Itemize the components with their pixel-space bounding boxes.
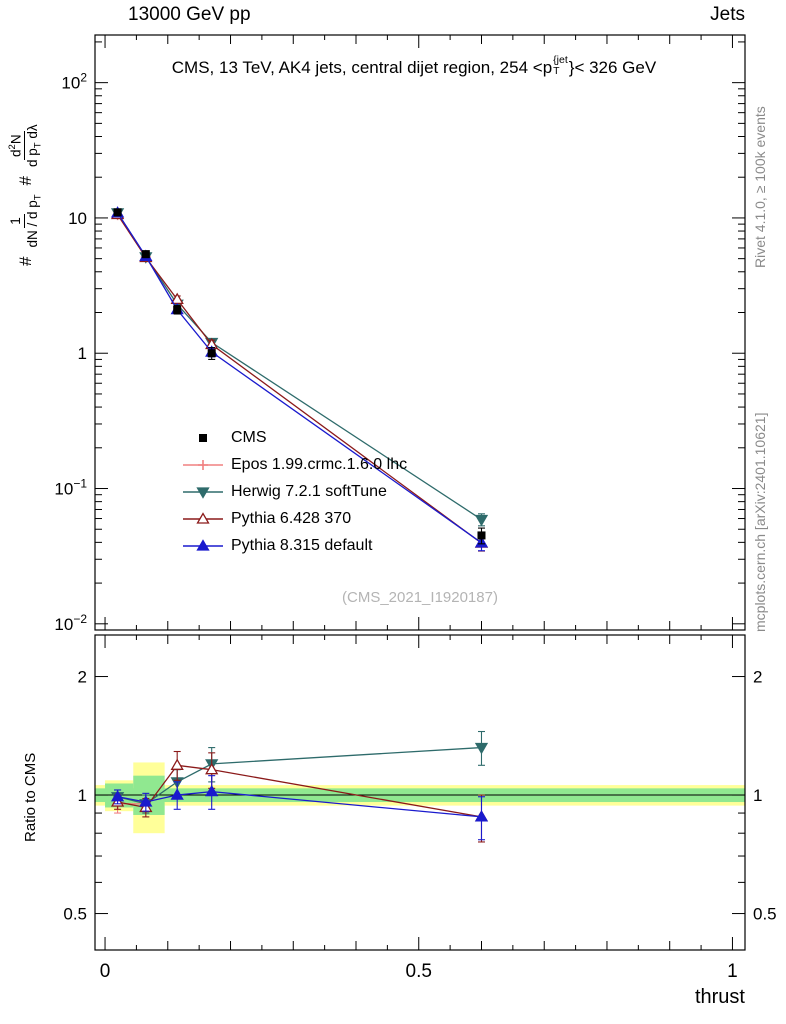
main-y-axis-label: # 1 dN / d pT # d2N d pT dλ [7,124,45,266]
svg-text:2: 2 [753,668,762,687]
ylabel-fraction-2: d2N d pT dλ [7,124,45,167]
plot-title: CMS, 13 TeV, AK4 jets, central dijet reg… [80,54,748,79]
legend-label-epos: Epos 1.99.crmc.1.6.0 lhc [231,455,408,473]
ylabel-hash-2: # [16,175,36,186]
legend: CMS Epos 1.99.crmc.1.6.0 lhc Herwig 7.2.… [181,424,407,559]
mcplots-credit-label: mcplots.cern.ch [arXiv:2401.10621] [752,412,768,632]
ylabel-frac1-num: 1 [8,214,25,228]
svg-text:0.5: 0.5 [753,905,777,924]
legend-marker-pythia6-icon [183,511,223,524]
plot-title-sup: {jet [553,54,568,66]
legend-label-herwig: Herwig 7.2.1 softTune [231,482,387,500]
svg-text:10: 10 [68,209,87,228]
svg-text:1: 1 [753,786,762,805]
legend-marker-pythia8-icon [183,538,223,551]
svg-text:10−1: 10−1 [54,477,87,499]
svg-text:10−2: 10−2 [54,612,87,634]
legend-item-pythia6: Pythia 6.428 370 [181,505,407,532]
svg-text:0.5: 0.5 [406,961,432,982]
svg-text:102: 102 [61,71,87,93]
svg-text:0.5: 0.5 [63,905,87,924]
svg-text:2: 2 [78,668,87,687]
legend-label-cms: CMS [231,428,267,446]
legend-marker-herwig-icon [183,486,223,499]
legend-label-pythia8: Pythia 8.315 default [231,536,373,554]
ylabel-hash-1: # [16,256,36,266]
beam-energy-label: 13000 GeV pp [128,4,251,25]
plot-title-post: }< 326 GeV [568,58,657,78]
x-axis-title: thrust [694,986,745,1008]
plot-title-sub: T [553,65,560,78]
ylabel-frac2-num: d2N [7,131,26,160]
legend-marker-epos-icon [183,459,223,470]
analysis-group-label: Jets [710,4,745,25]
svg-text:1: 1 [727,961,738,982]
legend-item-pythia8: Pythia 8.315 default [181,532,407,559]
svg-text:1: 1 [78,786,87,805]
legend-item-epos: Epos 1.99.crmc.1.6.0 lhc [181,451,407,478]
svg-text:1: 1 [78,344,87,363]
ylabel-frac2-den: d pT dλ [25,124,44,167]
legend-label-pythia6: Pythia 6.428 370 [231,509,352,527]
pt-jet-supsub: {jet T [553,54,568,78]
ylabel-fraction-1: 1 dN / d pT [8,194,44,248]
analysis-id-watermark: (CMS_2021_I1920187) [342,589,498,606]
svg-text:0: 0 [100,961,111,982]
ratio-y-axis-label: Ratio to CMS [22,752,39,842]
legend-item-herwig: Herwig 7.2.1 softTune [181,478,407,505]
plot-title-pre: CMS, 13 TeV, AK4 jets, central dijet reg… [171,58,553,78]
rivet-version-label: Rivet 4.1.0, ≥ 100k events [752,106,768,268]
legend-marker-cms-icon [199,433,207,442]
ylabel-frac1-den: dN / d pT [24,194,44,248]
legend-item-cms: CMS [181,424,407,451]
